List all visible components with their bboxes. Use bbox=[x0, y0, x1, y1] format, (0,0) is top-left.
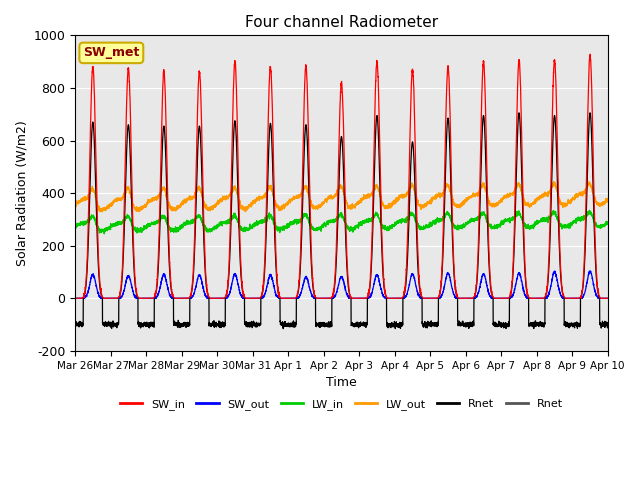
LW_out bbox=[322, 197, 330, 203]
Rnet bbox=[280, 326, 287, 332]
Line: LW_out: LW_out bbox=[75, 181, 608, 212]
SW_out bbox=[586, 268, 593, 274]
Y-axis label: Solar Radiation (W/m2): Solar Radiation (W/m2) bbox=[15, 120, 28, 266]
Rnet bbox=[604, 320, 611, 326]
LW_out bbox=[167, 205, 175, 211]
LW_out bbox=[491, 203, 499, 208]
LW_in bbox=[604, 221, 611, 227]
LW_in bbox=[431, 217, 439, 223]
SW_out bbox=[167, 294, 175, 300]
SW_in bbox=[431, 295, 439, 301]
LW_in bbox=[71, 225, 79, 231]
SW_out bbox=[321, 295, 329, 301]
Rnet bbox=[431, 323, 439, 328]
Rnet bbox=[461, 322, 468, 328]
Line: Rnet: Rnet bbox=[75, 113, 608, 329]
Legend: SW_in, SW_out, LW_in, LW_out, Rnet, Rnet: SW_in, SW_out, LW_in, LW_out, Rnet, Rnet bbox=[116, 395, 567, 415]
LW_in bbox=[167, 226, 175, 232]
Rnet bbox=[322, 321, 330, 326]
SW_in bbox=[71, 295, 79, 301]
Rnet bbox=[71, 322, 79, 327]
SW_in bbox=[604, 295, 612, 301]
LW_in bbox=[586, 207, 593, 213]
Line: LW_in: LW_in bbox=[75, 210, 608, 234]
Rnet bbox=[604, 321, 612, 326]
SW_in bbox=[461, 295, 468, 301]
LW_out bbox=[431, 195, 439, 201]
SW_out bbox=[604, 295, 611, 301]
SW_out bbox=[461, 295, 468, 301]
SW_out bbox=[431, 295, 439, 301]
SW_in bbox=[167, 279, 175, 285]
LW_out bbox=[71, 203, 79, 208]
LW_out bbox=[461, 197, 468, 203]
SW_in bbox=[586, 51, 594, 57]
SW_in bbox=[321, 295, 329, 301]
Rnet bbox=[491, 322, 499, 327]
LW_in bbox=[100, 231, 108, 237]
SW_out bbox=[71, 295, 79, 301]
SW_in bbox=[491, 295, 499, 301]
LW_out bbox=[604, 195, 611, 201]
Title: Four channel Radiometer: Four channel Radiometer bbox=[245, 15, 438, 30]
X-axis label: Time: Time bbox=[326, 376, 357, 389]
LW_in bbox=[604, 220, 612, 226]
Line: SW_out: SW_out bbox=[75, 271, 608, 298]
Rnet bbox=[167, 284, 175, 289]
LW_in bbox=[461, 223, 468, 228]
LW_in bbox=[491, 225, 499, 230]
LW_out bbox=[550, 179, 557, 184]
LW_in bbox=[322, 221, 330, 227]
LW_out bbox=[97, 209, 104, 215]
Line: SW_in: SW_in bbox=[75, 54, 608, 298]
Text: SW_met: SW_met bbox=[83, 47, 140, 60]
Rnet bbox=[515, 110, 523, 116]
SW_out bbox=[491, 295, 499, 301]
SW_out bbox=[604, 295, 612, 301]
LW_out bbox=[604, 198, 612, 204]
SW_in bbox=[604, 295, 611, 301]
